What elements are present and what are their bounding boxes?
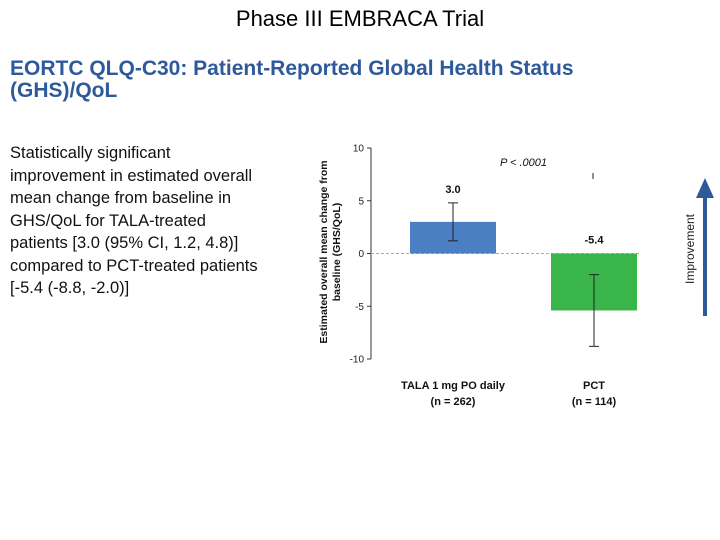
category-label: TALA 1 mg PO daily [401, 380, 506, 392]
summary-line: patients [3.0 (95% CI, 1.2, 4.8)] [10, 234, 239, 252]
y-tick-label: -5 [355, 302, 364, 313]
section-heading: EORTC QLQ-C30: Patient-Reported Global H… [10, 58, 650, 102]
data-label: -5.4 [585, 235, 605, 247]
y-axis-label: Estimated overall mean change frombaseli… [318, 160, 343, 343]
category-n-label: (n = 114) [572, 396, 617, 408]
heading-line-2: (GHS)/QoL [10, 79, 118, 102]
result-summary: Statistically significant improvement in… [10, 142, 310, 300]
y-tick-label: 0 [358, 249, 364, 260]
y-tick-label: 5 [358, 196, 364, 207]
data-label: 3.0 [445, 184, 460, 196]
summary-line: GHS/QoL for TALA-treated [10, 211, 206, 230]
y-axis-label-line: baseline (GHS/QoL) [331, 203, 343, 302]
summary-line: compared to PCT-treated patients [10, 256, 258, 275]
category-label: PCT [583, 380, 605, 392]
slide-title: Phase III EMBRACA Trial [235, 6, 485, 31]
category-n-label: (n = 262) [431, 396, 476, 408]
heading-line-1: EORTC QLQ-C30: Patient-Reported Global H… [10, 57, 574, 80]
improvement-label: Improvement [683, 213, 697, 284]
y-tick-label: -10 [350, 355, 365, 366]
summary-line: [-5.4 (-8.8, -2.0)] [10, 279, 130, 297]
y-axis-label-line: Estimated overall mean change from [318, 160, 330, 343]
summary-line: mean change from baseline in [10, 189, 232, 207]
summary-line: Statistically significant [10, 144, 171, 162]
improvement-arrow-icon [696, 178, 714, 198]
y-tick-label: 10 [353, 144, 365, 155]
p-value-label: P < .0001 [500, 157, 547, 169]
summary-line: improvement in estimated overall [10, 166, 253, 185]
